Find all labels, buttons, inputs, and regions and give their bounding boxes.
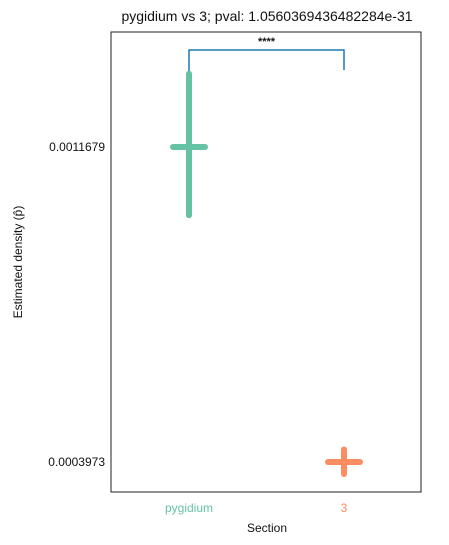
y-tick-label: 0.0003973: [48, 455, 105, 469]
significance-annotation: ****: [188, 36, 345, 72]
y-tick-label: 0.0011679: [49, 140, 105, 154]
x-tick-label: pygidium: [165, 501, 213, 515]
y-axis-label: Estimated density (p̂): [11, 206, 25, 319]
data-marks: [170, 70, 363, 477]
chart-title: pygidium vs 3; pval: 1.0560369436482284e…: [121, 8, 412, 24]
plot-frame: [110, 31, 422, 493]
x-axis-ticks: pygidium 3: [165, 501, 348, 515]
significance-bracket: [188, 49, 345, 72]
significance-label: ****: [258, 36, 276, 48]
x-axis-label: Section: [247, 521, 287, 535]
y-axis-ticks: 0.0003973 0.0011679: [48, 140, 105, 469]
x-tick-label: 3: [341, 501, 348, 515]
